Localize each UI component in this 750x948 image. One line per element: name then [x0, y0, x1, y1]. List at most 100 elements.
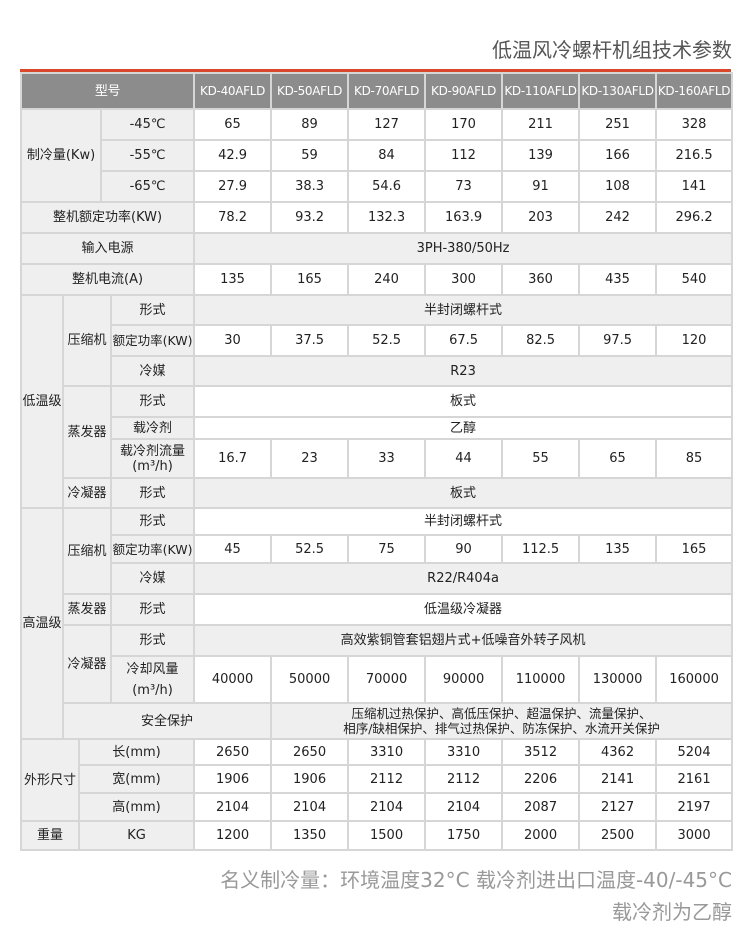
value-cell: 110000	[501, 655, 581, 704]
type-label: 形式	[109, 507, 196, 536]
spanning-value-cell: 半封闭螺杆式	[193, 507, 734, 536]
table-row: 冷凝器 形式 板式	[21, 477, 734, 509]
value-cell: 2000	[501, 820, 581, 851]
value-cell: 54.6	[347, 170, 427, 203]
dimension-label: 长(mm)	[77, 738, 196, 766]
value-cell: 165	[655, 534, 734, 564]
value-cell: 1350	[270, 820, 350, 851]
high-stage-label: 高温级	[20, 507, 64, 740]
value-cell: 296.2	[655, 201, 734, 234]
value-cell: 37.5	[270, 324, 350, 357]
model-column-header: KD-50AFLD	[270, 72, 350, 110]
value-cell: 240	[347, 263, 427, 296]
value-cell: 3000	[655, 820, 734, 851]
model-column-header: KD-160AFLD	[655, 72, 734, 110]
value-cell: 2650	[193, 738, 273, 766]
value-cell: 59	[270, 139, 350, 172]
refrigerant-label: 冷媒	[109, 355, 196, 387]
value-cell: 2127	[578, 792, 658, 822]
value-cell: 16.7	[193, 438, 273, 479]
evaporator-label: 蒸发器	[62, 385, 112, 479]
model-column-header: KD-130AFLD	[578, 72, 658, 110]
low-stage-label: 低温级	[20, 294, 64, 509]
type-label: 形式	[109, 477, 196, 509]
value-cell: 44	[424, 438, 504, 479]
value-cell: 82.5	[501, 324, 581, 357]
value-cell: 84	[347, 139, 427, 172]
dimension-label: 宽(mm)	[77, 764, 196, 794]
model-column-header: KD-40AFLD	[193, 72, 273, 110]
value-cell: 27.9	[193, 170, 273, 203]
value-cell: 65	[578, 438, 658, 479]
value-cell: 55	[501, 438, 581, 479]
power-label: 额定功率(KW)	[109, 324, 196, 357]
flow-unit: (m³/h)	[132, 458, 173, 474]
value-cell: 52.5	[347, 324, 427, 357]
weight-unit: KG	[77, 820, 196, 851]
flow-label: 载冷剂流量 (m³/h)	[109, 438, 196, 479]
spanning-value-cell: 半封闭螺杆式	[193, 294, 734, 326]
value-cell: 328	[655, 108, 734, 141]
table-row: 载冷剂 乙醇	[21, 416, 734, 440]
value-cell: 78.2	[193, 201, 273, 234]
temp-label: -65℃	[99, 170, 196, 203]
table-row: 重量 KG 1200 1350 1500 1750 2000 2500 3000	[20, 820, 734, 851]
table-row: 冷却风量 (m³/h) 40000 50000 70000 90000 110000 1300…	[21, 655, 734, 704]
table-row: 宽(mm) 1906 1906 2112 2112 2206 2141 2161	[21, 764, 734, 794]
safety-line2: 相序/缺相保护、排气过热保护、防冻保护、水流开关保护	[343, 721, 660, 736]
value-cell: 2500	[578, 820, 658, 851]
air-flow-label-text: 冷却风量	[126, 661, 179, 677]
compressor-label: 压缩机	[62, 294, 112, 387]
value-cell: 1750	[424, 820, 504, 851]
value-cell: 435	[578, 263, 658, 296]
value-cell: 40000	[193, 655, 273, 704]
power-label: 额定功率(KW)	[109, 534, 196, 564]
supply-label: 输入电源	[19, 232, 196, 265]
value-cell: 33	[347, 438, 427, 479]
value-cell: 90	[424, 534, 504, 564]
value-cell: 211	[501, 108, 581, 141]
spanning-value-cell: 板式	[193, 385, 734, 418]
value-cell: 5204	[655, 738, 734, 766]
model-column-header: KD-110AFLD	[501, 72, 581, 110]
spanning-value-cell: 乙醇	[193, 416, 734, 440]
value-cell: 141	[655, 170, 734, 203]
value-cell: 135	[193, 263, 273, 296]
value-cell: 4362	[578, 738, 658, 766]
value-cell: 1200	[193, 820, 273, 851]
safety-line1: 压缩机过热保护、高低压保护、超温保护、流量保护、	[351, 706, 652, 721]
value-cell: 132.3	[347, 201, 427, 234]
value-cell: 90000	[424, 655, 504, 704]
table-row: 输入电源 3PH-380/50Hz	[19, 232, 734, 265]
value-cell: 165	[270, 263, 350, 296]
spanning-value-cell: 板式	[193, 477, 734, 509]
value-cell: 112	[424, 139, 504, 172]
value-cell: 108	[578, 170, 658, 203]
table-row: 蒸发器 形式 板式	[21, 385, 734, 479]
value-cell: 2104	[347, 792, 427, 822]
table-row: 高温级 压缩机 形式 半封闭螺杆式	[20, 507, 734, 740]
value-cell: 203	[501, 201, 581, 234]
value-cell: 166	[578, 139, 658, 172]
model-column-header: KD-70AFLD	[347, 72, 427, 110]
value-cell: 67.5	[424, 324, 504, 357]
table-row: -55℃ 42.9 59 84 112 139 166 216.5	[21, 139, 734, 172]
value-cell: 135	[578, 534, 658, 564]
value-cell: 73	[424, 170, 504, 203]
spanning-value-cell: R22/R404a	[193, 562, 734, 595]
value-cell: 89	[270, 108, 350, 141]
table-row: 外形尺寸 长(mm) 2650 2650 3310 3310 3512 4362 5204	[20, 738, 734, 822]
value-cell: 30	[193, 324, 273, 357]
table-row: 冷凝器 形式 高效紫铜管套铝翅片式+低噪音外转子风机	[21, 624, 734, 704]
model-column-header: KD-90AFLD	[424, 72, 504, 110]
dimensions-label: 外形尺寸	[20, 738, 80, 822]
page-title: 低温风冷螺杆机组技术参数	[492, 38, 732, 62]
temp-label: -45℃	[99, 108, 196, 141]
table-row: 型号 KD-40AFLD KD-50AFLD KD-70AFLD KD-90AFLD KD…	[19, 72, 734, 110]
table-row: 高(mm) 2104 2104 2104 2104 2087 2127 2197	[21, 792, 734, 822]
type-label: 形式	[109, 593, 196, 626]
value-cell: 3512	[501, 738, 581, 766]
value-cell: 2650	[270, 738, 350, 766]
value-cell: 130000	[578, 655, 658, 704]
